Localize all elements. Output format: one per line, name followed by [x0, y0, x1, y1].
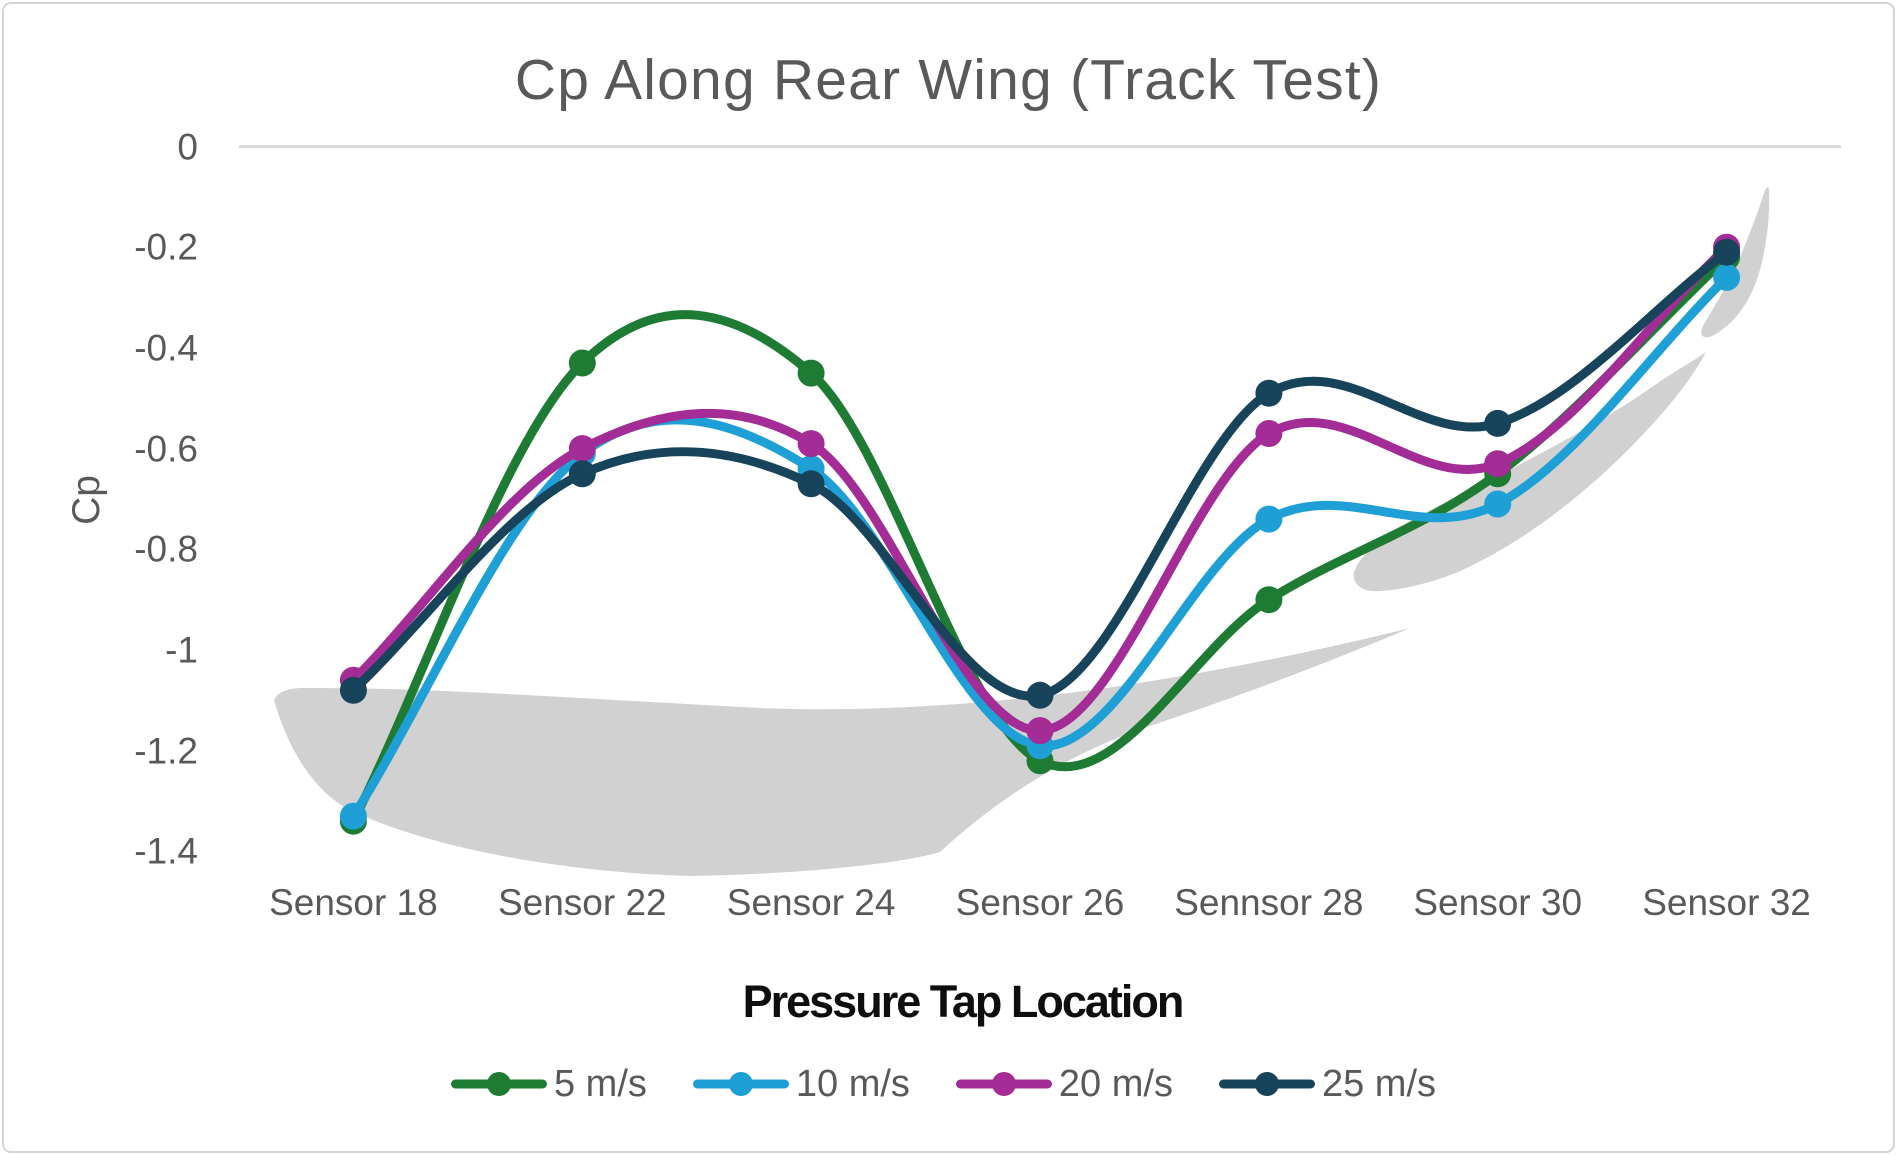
x-tick-label: Sensor 30 [1413, 882, 1583, 923]
x-tick-label: Sennsor 28 [1174, 882, 1364, 923]
y-tick-label: -0.6 [134, 428, 198, 470]
x-tick-label: Sensor 32 [1642, 882, 1811, 923]
data-point-marker [1484, 490, 1512, 518]
legend-label: 25 m/s [1321, 1063, 1437, 1105]
legend: 5 m/s 10 m/s 20 m/s 25 m/s [0, 1059, 1892, 1109]
legend-label: 20 m/s [1058, 1063, 1173, 1105]
x-tick-label: Sensor 24 [726, 882, 896, 923]
data-point-marker [797, 470, 825, 498]
data-point-marker [1484, 450, 1512, 478]
legend-label: 10 m/s [795, 1063, 910, 1105]
data-point-marker [797, 359, 825, 387]
x-tick-label: Sensor 26 [955, 882, 1125, 923]
x-tick-label: Sensor 22 [497, 882, 667, 923]
data-point-marker [568, 349, 596, 377]
data-point-marker [1026, 681, 1054, 709]
x-tick-label: Sensor 18 [269, 882, 438, 923]
rear-wing-airfoil-silhouette [1353, 352, 1706, 592]
series-25-m-s [339, 238, 1741, 709]
y-tick-label: -1.4 [134, 830, 198, 872]
legend-dot [728, 1072, 753, 1096]
data-point-marker [1026, 717, 1054, 745]
y-tick-label: -1 [165, 629, 198, 671]
legend-item: 10 m/s [692, 1059, 910, 1109]
y-tick-label: -0.8 [134, 528, 198, 570]
chart-title: Cp Along Rear Wing (Track Test) [514, 48, 1383, 112]
data-point-marker [568, 435, 596, 463]
y-tick-label: 0 [177, 126, 198, 167]
rear-wing-airfoil-silhouette [1701, 186, 1770, 338]
data-point-marker [339, 802, 367, 830]
y-axis-title: Cp [65, 475, 108, 525]
legend-dot [991, 1072, 1016, 1096]
legend-item: 20 m/s [955, 1059, 1173, 1109]
y-tick-label: -0.4 [134, 327, 198, 369]
legend-item: 25 m/s [1218, 1059, 1437, 1109]
data-point-marker [1255, 379, 1283, 407]
legend-label: 5 m/s [553, 1063, 647, 1105]
data-point-marker [1255, 586, 1283, 614]
legend-line-marker-icon [450, 1059, 547, 1109]
data-point-marker [568, 460, 596, 488]
legend-dot [486, 1072, 511, 1096]
legend-dot [1254, 1072, 1279, 1096]
legend-line-marker-icon [692, 1059, 789, 1109]
data-series-lines [339, 233, 1741, 835]
rear-wing-airfoil-silhouette [274, 628, 1410, 876]
legend-item: 5 m/s [450, 1059, 647, 1109]
x-axis-title: Pressure Tap Location [742, 976, 1185, 1027]
data-point-marker [339, 676, 367, 704]
data-point-marker [1255, 505, 1283, 533]
y-tick-label: -1.2 [134, 730, 198, 772]
data-point-marker [1484, 409, 1512, 437]
legend-line-marker-icon [955, 1059, 1052, 1109]
data-point-marker [1255, 420, 1283, 447]
data-point-marker [1713, 263, 1741, 291]
y-tick-label: -0.2 [134, 226, 198, 268]
data-point-marker [797, 430, 825, 458]
data-point-marker [1713, 238, 1741, 266]
legend-line-marker-icon [1218, 1059, 1315, 1109]
